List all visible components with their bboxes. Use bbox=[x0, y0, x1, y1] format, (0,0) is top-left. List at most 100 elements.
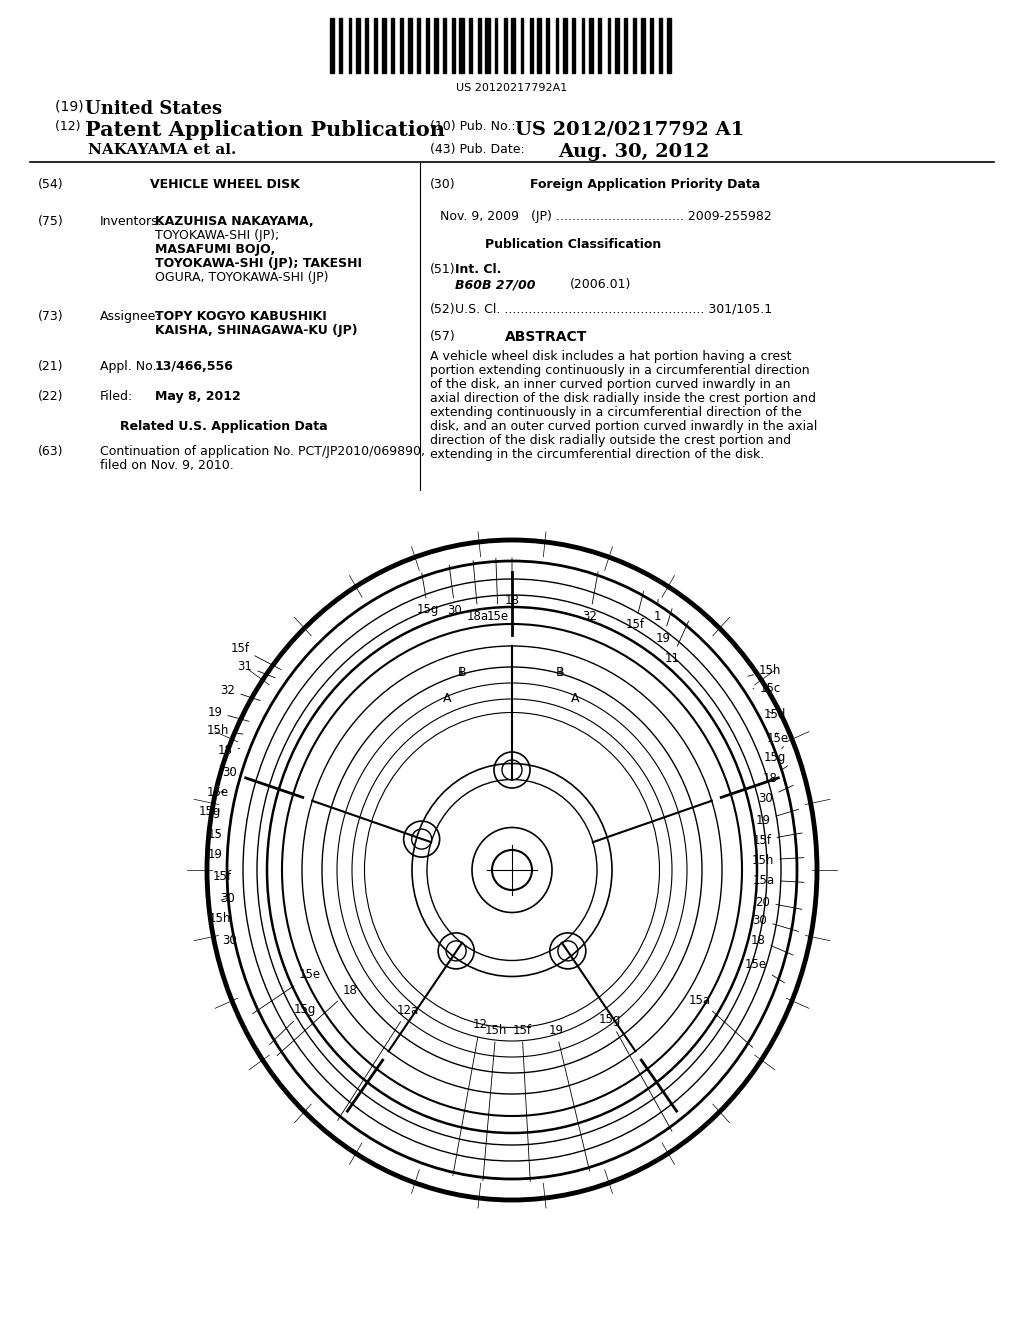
Bar bbox=[582, 18, 585, 73]
Text: ABSTRACT: ABSTRACT bbox=[505, 330, 588, 345]
Text: 20: 20 bbox=[756, 895, 802, 909]
Bar bbox=[485, 18, 489, 73]
Text: Int. Cl.: Int. Cl. bbox=[455, 263, 502, 276]
Text: 15e: 15e bbox=[253, 969, 322, 1014]
Text: (10) Pub. No.:: (10) Pub. No.: bbox=[430, 120, 523, 133]
Text: US 20120217792A1: US 20120217792A1 bbox=[457, 83, 567, 92]
Text: Patent Application Publication: Patent Application Publication bbox=[85, 120, 445, 140]
Bar bbox=[469, 18, 471, 73]
Bar bbox=[520, 18, 523, 73]
Text: KAZUHISA NAKAYAMA,: KAZUHISA NAKAYAMA, bbox=[155, 215, 313, 228]
Text: 18: 18 bbox=[751, 933, 794, 956]
Text: of the disk, an inner curved portion curved inwardly in an: of the disk, an inner curved portion cur… bbox=[430, 378, 791, 391]
Text: 19: 19 bbox=[549, 1023, 590, 1171]
Text: Continuation of application No. PCT/JP2010/069890,: Continuation of application No. PCT/JP20… bbox=[100, 445, 425, 458]
Bar bbox=[408, 18, 412, 73]
Text: U.S. Cl. .................................................. 301/105.1: U.S. Cl. ...............................… bbox=[455, 304, 772, 315]
Text: United States: United States bbox=[85, 100, 222, 117]
Bar bbox=[572, 18, 575, 73]
Bar bbox=[433, 18, 438, 73]
Text: 15f: 15f bbox=[213, 870, 231, 883]
Text: NAKAYAMA et al.: NAKAYAMA et al. bbox=[88, 143, 237, 157]
Text: 15: 15 bbox=[208, 829, 222, 842]
Bar bbox=[330, 18, 334, 73]
Bar bbox=[511, 18, 515, 73]
Text: (63): (63) bbox=[38, 445, 63, 458]
Text: 15c: 15c bbox=[753, 681, 780, 694]
Bar bbox=[339, 18, 342, 73]
Text: 15h: 15h bbox=[207, 723, 243, 737]
Bar bbox=[495, 18, 498, 73]
Bar bbox=[614, 18, 620, 73]
Bar bbox=[598, 18, 601, 73]
Text: (73): (73) bbox=[38, 310, 63, 323]
Bar bbox=[667, 18, 671, 73]
Text: 19: 19 bbox=[208, 849, 222, 862]
Text: B60B 27/00: B60B 27/00 bbox=[455, 279, 536, 290]
Text: 15h: 15h bbox=[752, 854, 804, 866]
Text: TOYOKAWA-SHI (JP); TAKESHI: TOYOKAWA-SHI (JP); TAKESHI bbox=[155, 257, 362, 271]
Text: 32: 32 bbox=[220, 684, 260, 701]
Bar bbox=[417, 18, 420, 73]
Text: (51): (51) bbox=[430, 263, 456, 276]
Text: 15d: 15d bbox=[764, 709, 786, 722]
Text: 32: 32 bbox=[583, 572, 598, 623]
Text: Publication Classification: Publication Classification bbox=[485, 238, 662, 251]
Bar bbox=[391, 18, 394, 73]
Text: Foreign Application Priority Data: Foreign Application Priority Data bbox=[530, 178, 760, 191]
Text: 30: 30 bbox=[753, 913, 799, 932]
Text: 15f: 15f bbox=[230, 642, 281, 669]
Text: (30): (30) bbox=[430, 178, 456, 191]
Text: 30: 30 bbox=[759, 785, 794, 804]
Text: Filed:: Filed: bbox=[100, 389, 133, 403]
Text: TOYOKAWA-SHI (JP);: TOYOKAWA-SHI (JP); bbox=[155, 228, 280, 242]
Text: 15e: 15e bbox=[744, 958, 784, 983]
Text: (22): (22) bbox=[38, 389, 63, 403]
Text: (43) Pub. Date:: (43) Pub. Date: bbox=[430, 143, 524, 156]
Text: MASAFUMI BOJO,: MASAFUMI BOJO, bbox=[155, 243, 275, 256]
Text: 12: 12 bbox=[453, 1019, 487, 1176]
Bar bbox=[460, 18, 464, 73]
Text: 19: 19 bbox=[756, 809, 799, 826]
Text: 30: 30 bbox=[447, 565, 463, 616]
Text: May 8, 2012: May 8, 2012 bbox=[155, 389, 241, 403]
Text: 15f: 15f bbox=[753, 833, 802, 846]
Bar bbox=[426, 18, 429, 73]
Bar bbox=[625, 18, 627, 73]
Text: 19: 19 bbox=[655, 609, 672, 644]
Bar bbox=[478, 18, 481, 73]
Text: 11: 11 bbox=[665, 622, 688, 664]
Text: (2006.01): (2006.01) bbox=[570, 279, 632, 290]
Text: ↓: ↓ bbox=[557, 667, 565, 676]
Text: 18: 18 bbox=[217, 743, 240, 756]
Bar bbox=[563, 18, 567, 73]
Text: B: B bbox=[458, 665, 466, 678]
Bar bbox=[348, 18, 351, 73]
Text: 30: 30 bbox=[222, 767, 238, 780]
Text: Nov. 9, 2009   (JP) ................................ 2009-255982: Nov. 9, 2009 (JP) ......................… bbox=[440, 210, 772, 223]
Text: axial direction of the disk radially inside the crest portion and: axial direction of the disk radially ins… bbox=[430, 392, 816, 405]
Text: (54): (54) bbox=[38, 178, 63, 191]
Text: Assignee:: Assignee: bbox=[100, 310, 161, 323]
Text: 15h: 15h bbox=[209, 912, 231, 924]
Text: VEHICLE WHEEL DISK: VEHICLE WHEEL DISK bbox=[150, 178, 300, 191]
Text: 12a: 12a bbox=[338, 1003, 419, 1121]
Text: ↓: ↓ bbox=[457, 667, 465, 676]
Bar bbox=[607, 18, 610, 73]
Text: 15e: 15e bbox=[487, 558, 509, 623]
Text: disk, and an outer curved portion curved inwardly in the axial: disk, and an outer curved portion curved… bbox=[430, 420, 817, 433]
Bar bbox=[375, 18, 377, 73]
Text: filed on Nov. 9, 2010.: filed on Nov. 9, 2010. bbox=[100, 459, 233, 473]
Bar bbox=[556, 18, 558, 73]
Text: 18: 18 bbox=[763, 766, 787, 784]
Text: 15g: 15g bbox=[417, 573, 439, 616]
Text: 31: 31 bbox=[238, 660, 275, 677]
Text: Appl. No.:: Appl. No.: bbox=[100, 360, 161, 374]
Text: 18: 18 bbox=[505, 558, 519, 606]
Bar bbox=[659, 18, 663, 73]
Bar bbox=[442, 18, 445, 73]
Text: 15f: 15f bbox=[626, 591, 644, 631]
Bar bbox=[634, 18, 636, 73]
Text: Inventors:: Inventors: bbox=[100, 215, 163, 228]
Text: 15f: 15f bbox=[512, 1023, 531, 1181]
